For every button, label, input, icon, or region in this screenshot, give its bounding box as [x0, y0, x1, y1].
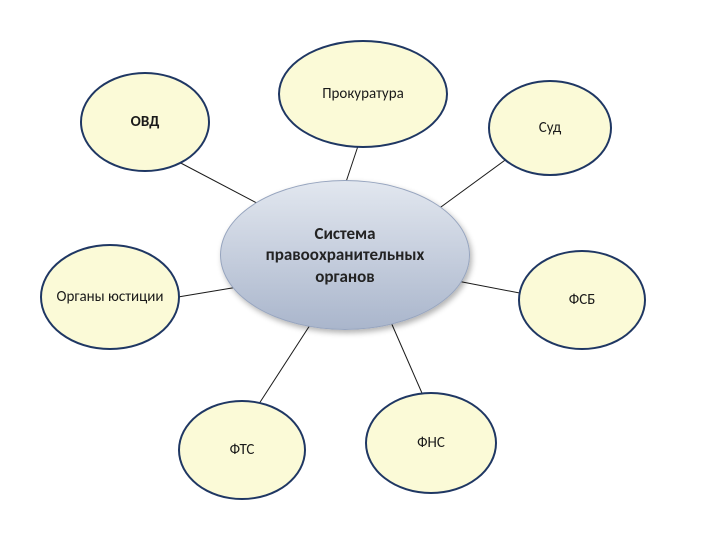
- leaf-node-prok: Прокуратура: [278, 40, 448, 148]
- leaf-node-just: Органы юстиции: [40, 244, 180, 350]
- leaf-node-fsb: ФСБ: [518, 250, 646, 350]
- leaf-node-fts: ФТС: [178, 400, 306, 500]
- center-label: Система правоохранительных органов: [221, 223, 469, 287]
- leaf-label-ovd: ОВД: [123, 113, 168, 131]
- leaf-label-fns: ФНС: [409, 434, 453, 452]
- leaf-node-fns: ФНС: [365, 392, 497, 494]
- leaf-label-fsb: ФСБ: [561, 291, 604, 309]
- edge-fns: [390, 320, 425, 400]
- leaf-label-sud: Суд: [531, 119, 570, 137]
- leaf-label-prok: Прокуратура: [314, 85, 412, 103]
- leaf-label-fts: ФТС: [222, 441, 263, 459]
- leaf-node-sud: Суд: [488, 80, 612, 176]
- center-node: Система правоохранительных органов: [220, 180, 470, 330]
- edge-sud: [430, 155, 512, 215]
- edge-fts: [255, 322, 312, 410]
- law-enforcement-diagram: Система правоохранительных органов ОВД Пр…: [0, 0, 720, 540]
- leaf-node-ovd: ОВД: [80, 72, 210, 172]
- leaf-label-just: Органы юстиции: [49, 288, 172, 306]
